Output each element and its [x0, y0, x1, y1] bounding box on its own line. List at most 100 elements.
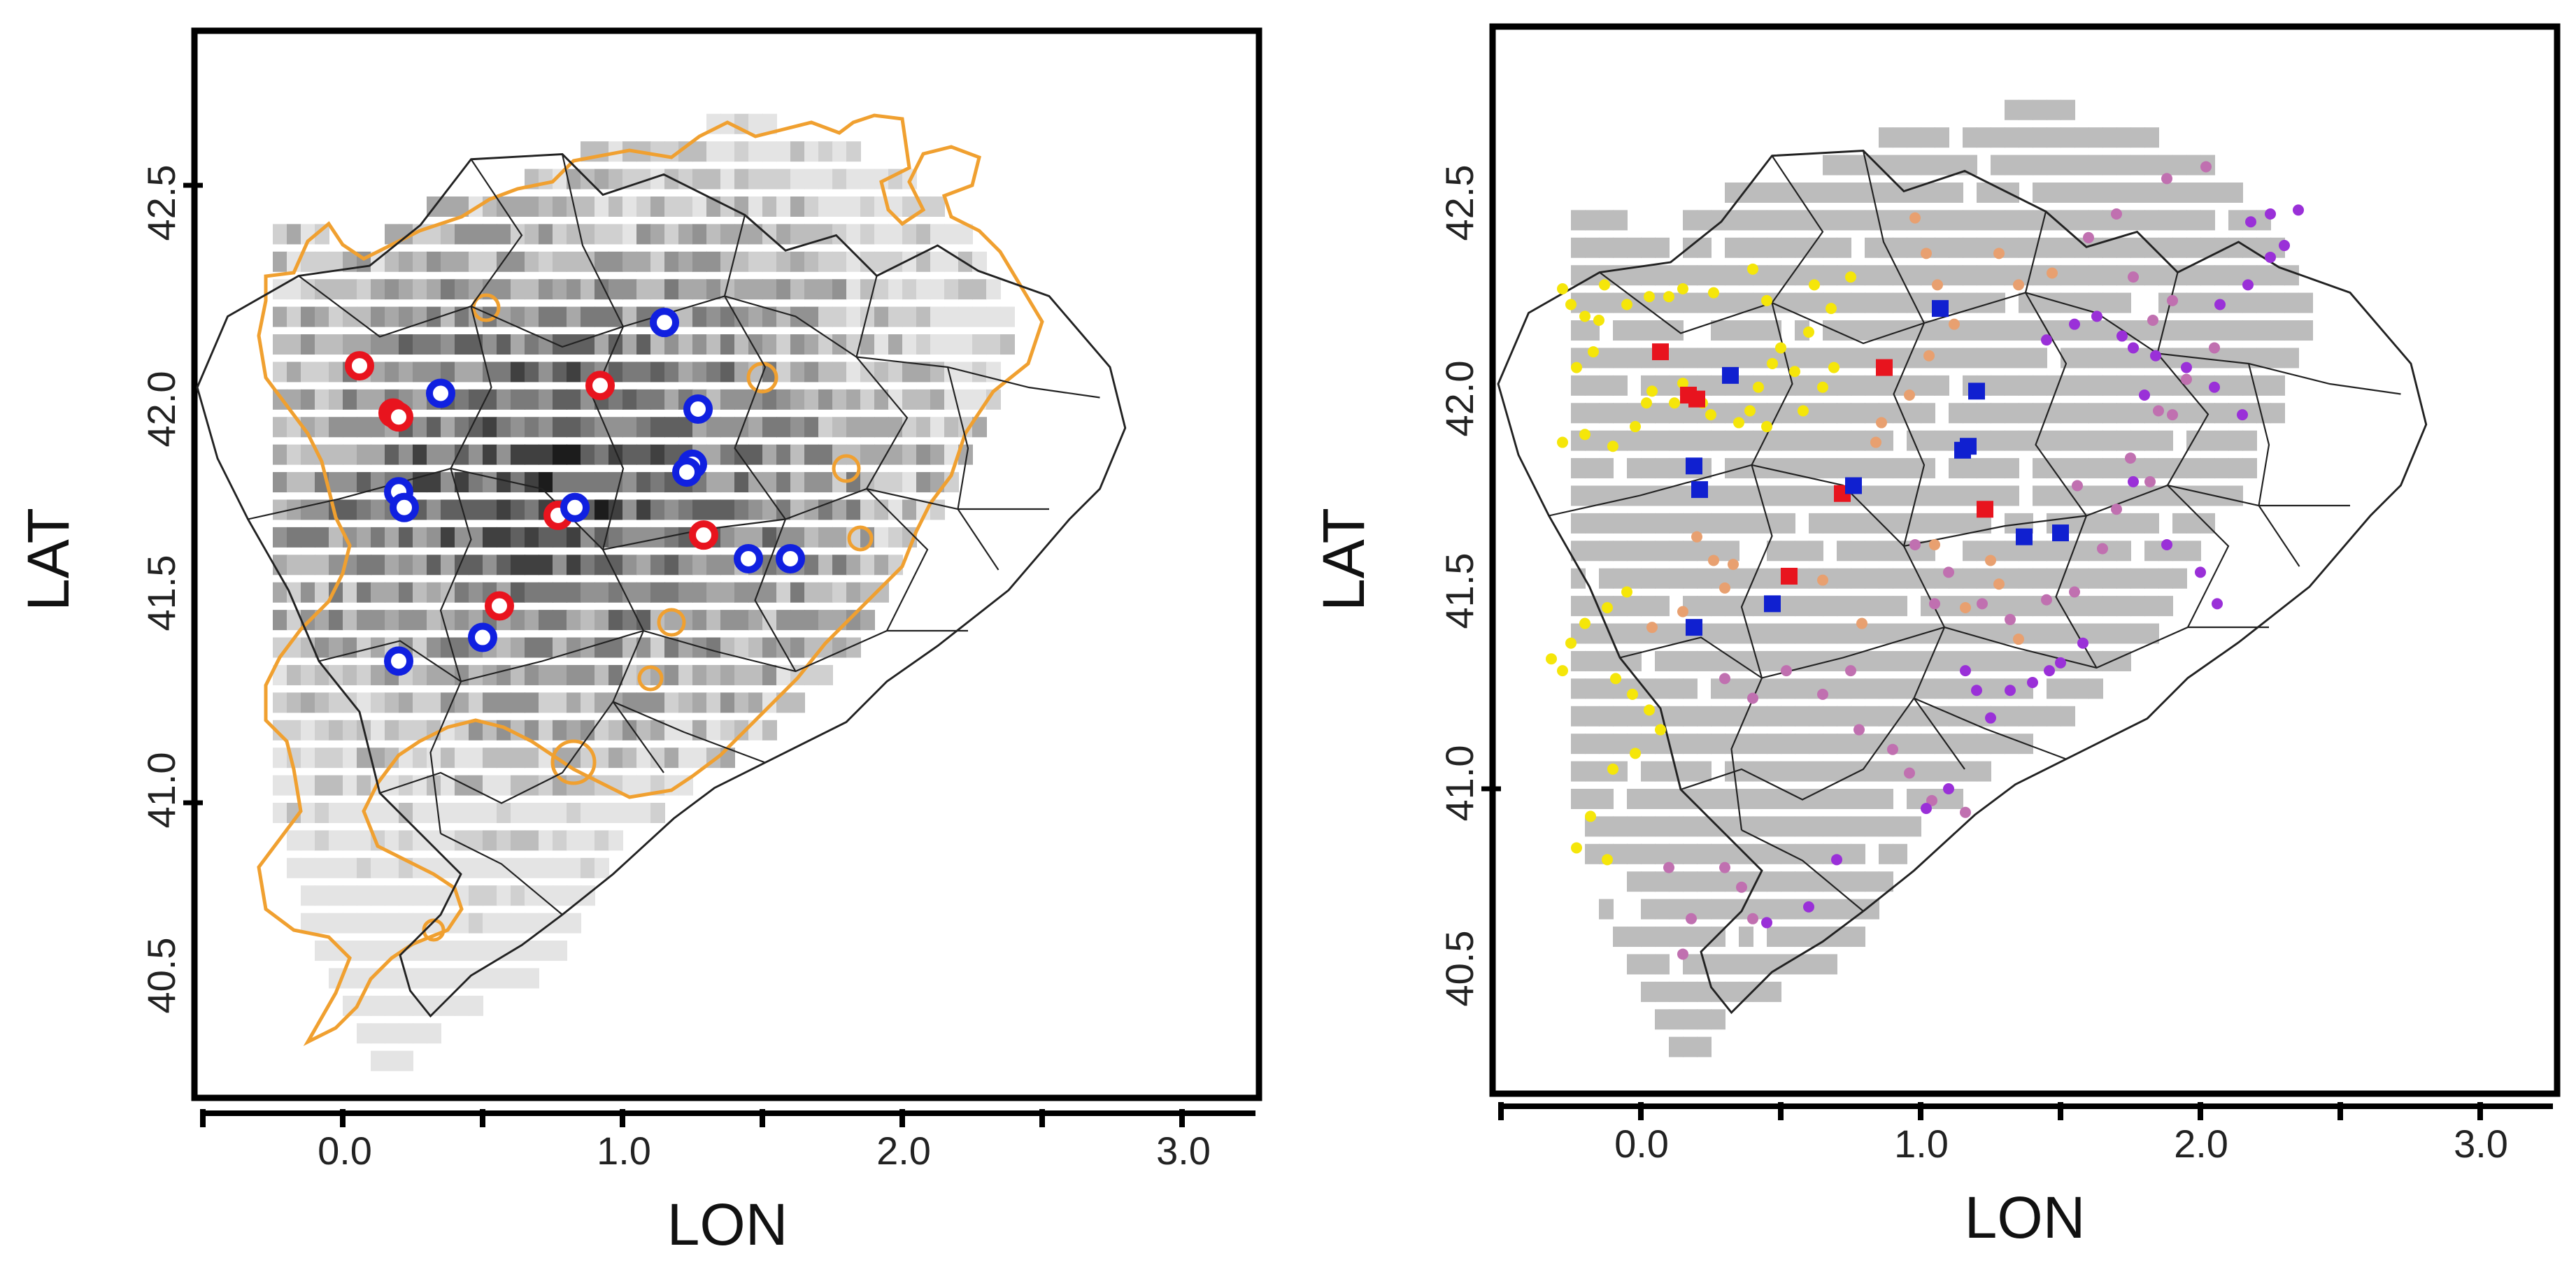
- right-raster-cell: [2005, 734, 2019, 755]
- right-raster-cell: [2005, 99, 2019, 120]
- right-raster-cell: [1809, 927, 1823, 948]
- left-raster-cell: [916, 224, 931, 245]
- right-raster-cell: [1669, 265, 1684, 286]
- right-raster-cell: [1739, 237, 1753, 258]
- left-raster-cell: [343, 857, 357, 878]
- left-raster-cell: [804, 637, 819, 658]
- right-raster-cell: [1809, 761, 1823, 782]
- left-raster-cell: [916, 306, 931, 327]
- left-raster-cell: [790, 141, 805, 162]
- right-raster-cell: [2186, 210, 2201, 231]
- right-raster-cell: [1977, 734, 1991, 755]
- left-raster-cell: [734, 527, 749, 548]
- right-raster-cell: [2116, 650, 2131, 671]
- left-raster-cell: [441, 775, 455, 796]
- left-raster-cell: [385, 775, 399, 796]
- blue-station-square: [1686, 619, 1702, 636]
- right-raster-cell: [1837, 899, 1851, 920]
- left-raster-cell: [734, 417, 749, 438]
- right-raster-cell: [2130, 623, 2145, 644]
- right-y-tick-label: 42.0: [1437, 361, 1481, 437]
- left-raster-cell: [413, 279, 427, 300]
- left-raster-cell: [273, 775, 287, 796]
- right-raster-cell: [1977, 182, 1991, 203]
- left-raster-cell: [874, 555, 889, 576]
- right-raster-cell: [1823, 265, 1837, 286]
- left-raster-cell: [804, 417, 819, 438]
- left-raster-cell: [315, 830, 329, 851]
- left-raster-cell: [706, 610, 721, 631]
- left-raster-cell: [776, 334, 791, 355]
- left-raster-cell: [595, 664, 609, 685]
- right-raster-cell: [1711, 623, 1725, 644]
- left-raster-cell: [371, 334, 385, 355]
- right-raster-cell: [1921, 320, 1935, 341]
- right-raster-cell: [1809, 485, 1823, 506]
- right-raster-cell: [1655, 678, 1670, 699]
- left-raster-cell: [427, 1023, 441, 1044]
- right-raster-cell: [1851, 678, 1865, 699]
- right-raster-cell: [1879, 292, 1893, 313]
- right-raster-cell: [1739, 981, 1753, 1002]
- right-raster-cell: [2186, 182, 2201, 203]
- left-raster-cell: [581, 224, 595, 245]
- yellow-dot: [1826, 303, 1837, 315]
- left-raster-cell: [790, 472, 805, 493]
- yellow-dot: [1761, 294, 1772, 306]
- left-raster-cell: [986, 306, 1001, 327]
- right-raster-cell: [2061, 485, 2075, 506]
- right-raster-cell: [1767, 789, 1781, 809]
- right-raster-cell: [1669, 650, 1684, 671]
- right-raster-cell: [1725, 348, 1739, 369]
- right-raster-cell: [1851, 706, 1865, 727]
- left-contour-hole: [637, 665, 664, 692]
- right-raster-cell: [2047, 458, 2061, 479]
- left-raster-cell: [916, 389, 931, 410]
- right-raster-cell: [1571, 485, 1586, 506]
- right-raster-cell: [1683, 954, 1698, 975]
- left-raster-cell: [650, 141, 665, 162]
- right-raster-cell: [2047, 541, 2061, 562]
- left-raster-cell: [748, 389, 763, 410]
- right-raster-cell: [2088, 596, 2103, 617]
- right-raster-cell: [2102, 623, 2117, 644]
- right-raster-cell: [1711, 348, 1725, 369]
- right-raster-cell: [1963, 348, 1977, 369]
- left-raster-cell: [888, 389, 903, 410]
- right-raster-cell: [1893, 761, 1907, 782]
- purple-dot: [1803, 901, 1814, 913]
- mauve-dot: [2041, 594, 2052, 606]
- right-raster-cell: [1739, 485, 1753, 506]
- right-raster-cell: [1893, 843, 1907, 864]
- left-raster-cell: [636, 169, 651, 190]
- left-raster-cell: [469, 748, 483, 769]
- left-raster-cell: [511, 306, 525, 327]
- blue-station-circle: [650, 308, 679, 338]
- left-raster-cell: [385, 830, 399, 851]
- left-raster-cell: [329, 664, 343, 685]
- right-y-tick-label: 41.0: [1437, 745, 1481, 822]
- left-raster-cell: [539, 417, 553, 438]
- left-raster-cell: [790, 637, 805, 658]
- left-raster-cell: [399, 1023, 413, 1044]
- left-raster-cell: [455, 995, 469, 1016]
- right-raster-cell: [1753, 403, 1767, 424]
- right-raster-cell: [1921, 623, 1935, 644]
- left-raster-cell: [553, 885, 567, 906]
- left-raster-cell: [581, 306, 595, 327]
- left-raster-cell: [636, 306, 651, 327]
- left-raster-cell: [497, 941, 511, 962]
- left-raster-cell: [776, 664, 791, 685]
- right-raster-cell: [2270, 403, 2285, 424]
- left-raster-cell: [287, 692, 301, 713]
- left-raster-cell: [427, 610, 441, 631]
- right-raster-cell: [1613, 623, 1628, 644]
- right-raster-cell: [2116, 127, 2131, 148]
- blue-station-square: [2052, 524, 2069, 542]
- right-raster-cell: [1963, 155, 1977, 176]
- right-raster-cell: [1641, 816, 1656, 837]
- left-raster-cell: [622, 334, 637, 355]
- red-station-square: [1876, 359, 1893, 376]
- left-raster-cell: [399, 251, 413, 272]
- left-raster-cell: [846, 499, 861, 520]
